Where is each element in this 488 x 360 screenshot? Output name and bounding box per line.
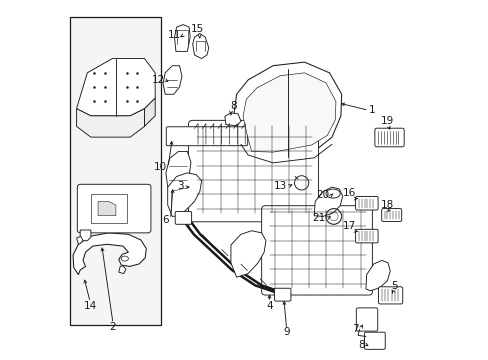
Polygon shape <box>77 109 144 137</box>
Text: 9: 9 <box>283 327 289 337</box>
Polygon shape <box>230 231 265 277</box>
Text: 14: 14 <box>83 301 97 311</box>
Text: 2: 2 <box>109 322 116 332</box>
Text: 3: 3 <box>177 181 183 192</box>
Polygon shape <box>313 187 342 216</box>
FancyBboxPatch shape <box>374 128 404 147</box>
Text: 17: 17 <box>342 221 355 231</box>
Text: 7: 7 <box>351 324 358 334</box>
Text: 1: 1 <box>368 105 375 114</box>
FancyBboxPatch shape <box>364 332 385 349</box>
FancyBboxPatch shape <box>274 288 290 301</box>
Polygon shape <box>77 59 155 116</box>
Bar <box>91 194 126 223</box>
FancyBboxPatch shape <box>355 197 377 210</box>
Text: 8: 8 <box>229 101 236 111</box>
Polygon shape <box>163 66 182 94</box>
Text: 15: 15 <box>190 23 203 33</box>
Polygon shape <box>144 98 155 126</box>
Polygon shape <box>77 237 83 244</box>
Text: 13: 13 <box>274 181 287 191</box>
Text: 16: 16 <box>342 188 355 198</box>
Polygon shape <box>192 33 208 59</box>
Text: 10: 10 <box>153 162 166 172</box>
Text: 6: 6 <box>162 215 168 225</box>
Text: 18: 18 <box>380 200 393 210</box>
Text: 19: 19 <box>380 116 393 126</box>
Polygon shape <box>174 24 190 51</box>
Polygon shape <box>224 113 241 126</box>
FancyBboxPatch shape <box>175 211 191 224</box>
Text: 4: 4 <box>265 301 272 311</box>
Polygon shape <box>243 73 335 152</box>
Polygon shape <box>98 202 116 216</box>
Polygon shape <box>233 62 341 158</box>
FancyBboxPatch shape <box>261 206 372 295</box>
FancyBboxPatch shape <box>77 184 151 233</box>
Text: 12: 12 <box>152 75 165 85</box>
Polygon shape <box>165 152 190 187</box>
Polygon shape <box>80 230 91 241</box>
FancyBboxPatch shape <box>356 308 377 331</box>
Polygon shape <box>119 266 125 274</box>
FancyBboxPatch shape <box>378 287 402 304</box>
Text: 8: 8 <box>358 340 365 350</box>
FancyBboxPatch shape <box>381 208 401 221</box>
Polygon shape <box>167 173 201 216</box>
Text: 21: 21 <box>312 213 325 223</box>
FancyBboxPatch shape <box>355 229 377 243</box>
Polygon shape <box>73 233 146 275</box>
Text: 11: 11 <box>167 30 181 40</box>
Text: 5: 5 <box>390 281 397 291</box>
FancyBboxPatch shape <box>166 127 247 146</box>
FancyBboxPatch shape <box>188 120 318 222</box>
Polygon shape <box>365 260 389 291</box>
Text: 20: 20 <box>316 190 329 201</box>
Bar <box>70 17 161 325</box>
